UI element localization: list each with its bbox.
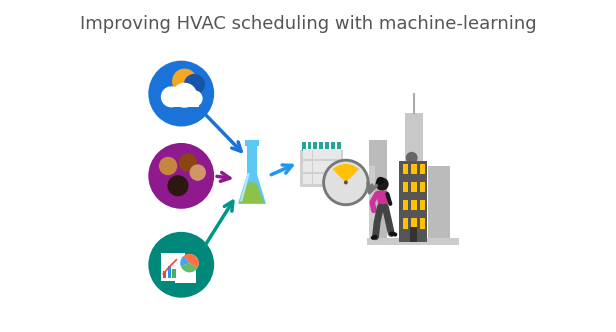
Circle shape: [180, 254, 199, 272]
Bar: [319, 142, 323, 151]
Bar: [411, 218, 416, 228]
Bar: [367, 238, 460, 245]
Text: Improving HVAC scheduling with machine-learning: Improving HVAC scheduling with machine-l…: [79, 15, 537, 33]
Bar: [331, 142, 335, 151]
Circle shape: [376, 177, 384, 185]
Circle shape: [161, 86, 182, 107]
Bar: [411, 200, 416, 210]
Bar: [313, 174, 322, 184]
Bar: [323, 174, 331, 184]
Circle shape: [183, 155, 192, 165]
Circle shape: [193, 166, 202, 174]
Wedge shape: [181, 263, 198, 272]
Circle shape: [148, 232, 214, 298]
Circle shape: [186, 90, 203, 107]
Bar: [245, 140, 259, 146]
Circle shape: [325, 162, 367, 203]
Bar: [325, 142, 329, 151]
Circle shape: [344, 181, 348, 185]
Circle shape: [159, 157, 177, 175]
Polygon shape: [377, 191, 388, 207]
Bar: [300, 150, 342, 187]
Bar: [248, 143, 257, 174]
Bar: [420, 182, 425, 192]
Bar: [410, 227, 417, 242]
Circle shape: [148, 143, 214, 209]
Bar: [314, 142, 317, 151]
Bar: [369, 166, 376, 238]
Bar: [307, 142, 312, 151]
Bar: [403, 164, 408, 174]
Wedge shape: [180, 256, 190, 266]
Bar: [323, 161, 331, 172]
Circle shape: [168, 175, 188, 196]
Circle shape: [179, 153, 197, 172]
Circle shape: [172, 68, 197, 94]
Bar: [163, 271, 166, 278]
Bar: [420, 200, 425, 210]
Circle shape: [148, 61, 214, 126]
Bar: [332, 161, 341, 172]
Bar: [403, 200, 408, 210]
Circle shape: [184, 74, 205, 95]
Bar: [337, 142, 341, 151]
Bar: [175, 257, 196, 283]
Circle shape: [172, 83, 197, 108]
Circle shape: [190, 164, 206, 181]
Bar: [428, 166, 450, 238]
Wedge shape: [184, 254, 199, 268]
Bar: [399, 161, 426, 242]
Circle shape: [172, 177, 183, 188]
Bar: [172, 269, 176, 278]
Bar: [405, 113, 423, 238]
Bar: [303, 161, 312, 172]
Bar: [161, 253, 185, 281]
Bar: [303, 174, 312, 184]
Bar: [313, 161, 322, 172]
Bar: [411, 182, 416, 192]
Bar: [168, 97, 200, 107]
Circle shape: [322, 159, 370, 206]
Bar: [332, 174, 341, 184]
Circle shape: [406, 152, 418, 164]
Circle shape: [376, 178, 389, 191]
Bar: [369, 140, 387, 238]
Bar: [332, 149, 341, 159]
Bar: [303, 149, 312, 159]
Bar: [411, 164, 416, 174]
Bar: [168, 266, 171, 278]
Bar: [323, 149, 331, 159]
Bar: [403, 182, 408, 192]
Bar: [302, 142, 306, 151]
Polygon shape: [238, 173, 266, 204]
Bar: [313, 149, 322, 159]
Bar: [420, 164, 425, 174]
Bar: [420, 218, 425, 228]
Wedge shape: [333, 164, 359, 183]
Circle shape: [163, 159, 172, 168]
Polygon shape: [240, 183, 264, 203]
Bar: [403, 218, 408, 228]
